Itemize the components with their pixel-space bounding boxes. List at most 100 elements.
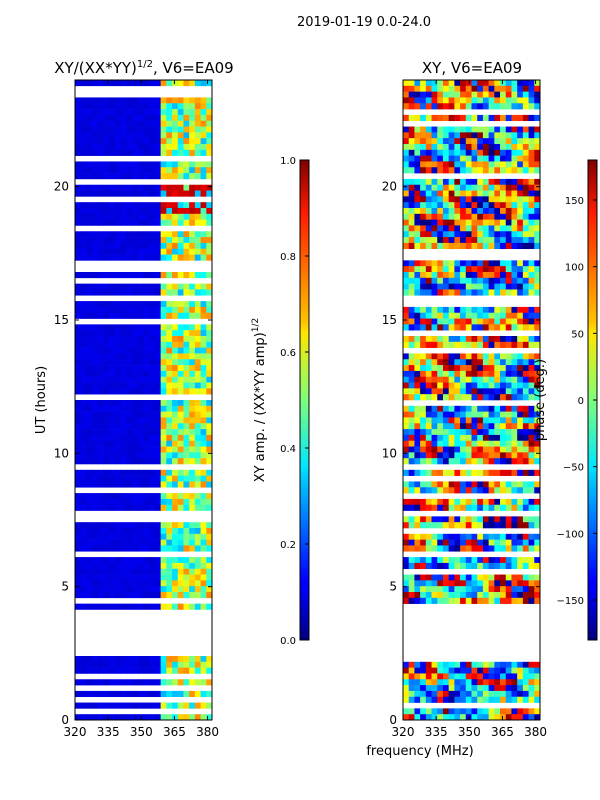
heatmap-cell: [522, 312, 529, 319]
heatmap-cell: [511, 324, 518, 331]
heatmap-cell: [403, 417, 410, 424]
heatmap-cell: [488, 487, 495, 494]
heatmap-cell: [194, 301, 201, 308]
heatmap-cell: [80, 219, 87, 226]
heatmap-cell: [414, 85, 421, 92]
heatmap-cell: [408, 423, 415, 430]
heatmap-cell: [154, 405, 162, 412]
heatmap-cell: [120, 481, 127, 488]
heatmap-cell: [420, 266, 427, 273]
heatmap-cell: [528, 126, 535, 133]
heatmap-cell: [75, 97, 82, 104]
heatmap-cell: [408, 574, 415, 581]
heatmap-cell: [505, 161, 512, 168]
heatmap-cell: [166, 446, 173, 453]
heatmap-cell: [177, 661, 184, 668]
heatmap-cell: [166, 138, 173, 145]
heatmap-cell: [177, 469, 184, 476]
heatmap-cell: [488, 452, 495, 459]
heatmap-cell: [408, 359, 415, 366]
heatmap-cell: [149, 411, 156, 418]
heatmap-cell: [488, 446, 495, 453]
heatmap-cell: [488, 85, 495, 92]
heatmap-cell: [160, 586, 167, 593]
heatmap-cell: [194, 330, 201, 337]
heatmap-cell: [143, 126, 150, 133]
heatmap-cell: [120, 242, 127, 250]
heatmap-cell: [517, 213, 524, 220]
heatmap-cell: [194, 213, 201, 220]
heatmap-cell: [471, 504, 478, 511]
heatmap-cell: [92, 714, 99, 721]
heatmap-cell: [177, 702, 184, 709]
heatmap-cell: [408, 202, 415, 209]
heatmap-cell: [437, 208, 444, 215]
heatmap-cell: [109, 522, 116, 529]
heatmap-cell: [522, 213, 529, 220]
heatmap-cell: [137, 120, 144, 127]
heatmap-cell: [160, 481, 167, 488]
x-tick-label: 335: [97, 725, 120, 739]
heatmap-cell: [97, 434, 104, 442]
heatmap-cell: [517, 312, 524, 319]
heatmap-cell: [414, 260, 421, 267]
heatmap-cell: [460, 679, 467, 686]
y-tick-label: 0: [389, 713, 397, 727]
heatmap-cell: [431, 574, 438, 581]
heatmap-cell: [75, 283, 82, 290]
heatmap-cell: [200, 365, 207, 372]
heatmap-cell: [482, 178, 490, 186]
heatmap-cell: [471, 103, 478, 110]
heatmap-cell: [488, 504, 495, 511]
heatmap-cell: [114, 382, 122, 389]
heatmap-cell: [109, 149, 116, 156]
heatmap-cell: [177, 173, 184, 180]
heatmap-cell: [206, 231, 213, 238]
heatmap-cell: [420, 417, 427, 424]
heatmap-cell: [206, 114, 213, 122]
heatmap-cell: [528, 667, 535, 674]
heatmap-cell: [189, 219, 196, 226]
heatmap-cell: [425, 289, 432, 296]
heatmap-cell: [103, 458, 110, 465]
heatmap-cell: [183, 324, 190, 331]
heatmap-cell: [408, 429, 415, 436]
heatmap-cell: [86, 469, 93, 476]
heatmap-cell: [103, 219, 110, 226]
heatmap-cell: [522, 679, 529, 686]
heatmap-cell: [183, 562, 190, 570]
heatmap-cell: [500, 178, 507, 186]
heatmap-cell: [511, 388, 518, 395]
heatmap-cell: [92, 341, 99, 348]
heatmap-cell: [200, 504, 207, 511]
heatmap-cell: [75, 161, 82, 168]
heatmap-cell: [534, 138, 541, 145]
heatmap-cell: [534, 586, 541, 593]
heatmap-cell: [431, 440, 438, 447]
heatmap-cell: [534, 184, 541, 191]
heatmap-cell: [103, 661, 110, 668]
heatmap-cell: [97, 574, 104, 581]
heatmap-cell: [522, 452, 529, 459]
heatmap-cell: [477, 184, 484, 191]
heatmap-cell: [420, 190, 427, 197]
heatmap-cell: [500, 260, 507, 267]
heatmap-cell: [120, 144, 127, 151]
heatmap-cell: [460, 289, 467, 296]
heatmap-cell: [408, 562, 415, 570]
heatmap-cell: [425, 318, 432, 325]
heatmap-cell: [408, 394, 415, 401]
heatmap-cell: [189, 405, 196, 412]
heatmap-cell: [528, 597, 535, 604]
heatmap-cell: [465, 97, 472, 104]
heatmap-cell: [454, 324, 461, 331]
heatmap-cell: [109, 690, 116, 698]
heatmap-cell: [80, 376, 87, 383]
heatmap-cell: [460, 202, 467, 209]
heatmap-cell: [408, 516, 415, 523]
heatmap-cell: [172, 341, 179, 348]
heatmap-cell: [454, 586, 461, 593]
heatmap-cell: [528, 242, 535, 250]
heatmap-cell: [522, 277, 529, 284]
heatmap-cell: [206, 347, 213, 354]
